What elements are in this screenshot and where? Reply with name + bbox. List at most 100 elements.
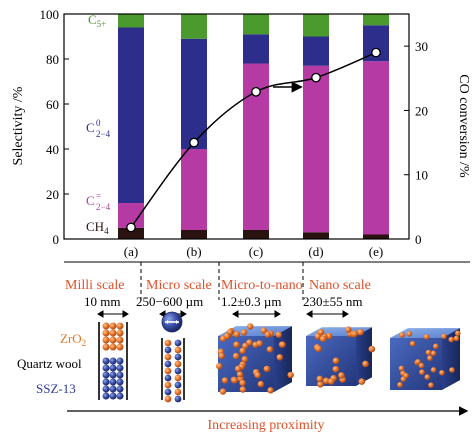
zro2-particle <box>397 382 403 388</box>
packed-particle <box>116 385 124 393</box>
scale-size-micro: 250−600 µm <box>136 294 203 309</box>
zro2-particle <box>351 330 358 338</box>
svg-text:0: 0 <box>96 118 101 128</box>
zro2-particle <box>317 328 325 336</box>
zro2-particle <box>316 375 324 383</box>
x-tick-label: (c) <box>249 244 263 259</box>
packed-particle <box>102 371 110 379</box>
bar-c5--3 <box>303 14 329 37</box>
packed-particle <box>102 378 110 386</box>
zro2-particle <box>256 340 263 347</box>
zro2-particle <box>315 345 322 353</box>
packed-particle <box>164 346 172 354</box>
packed-particle <box>164 374 172 382</box>
zro2-particle <box>425 349 432 356</box>
packed-particle <box>174 353 182 361</box>
series-label-c24-paraffin: C 0 2−4 <box>86 118 111 139</box>
packed-particle <box>164 367 172 375</box>
zro2-particle <box>264 331 271 338</box>
cube-dispersed <box>390 328 461 390</box>
zro2-particle <box>267 387 274 394</box>
packed-particle <box>174 374 182 382</box>
zro2-particle <box>240 329 248 336</box>
bar-ch4-1 <box>181 230 207 239</box>
y-axis-left: 0 20 40 60 80 100 <box>40 7 69 247</box>
packed-particle <box>174 360 182 368</box>
zro2-particle <box>279 341 286 348</box>
packed-particle <box>109 364 117 372</box>
zro2-particle <box>332 365 340 373</box>
packed-particle <box>109 357 117 365</box>
bar-ch4-3 <box>303 232 329 239</box>
packed-particle <box>102 392 110 400</box>
x-tick-label: (e) <box>369 244 383 259</box>
packed-particle <box>116 378 124 386</box>
plot-frame <box>63 13 410 240</box>
packed-particle <box>164 395 172 403</box>
co-conversion-point-4 <box>371 47 381 58</box>
zro2-particle <box>403 372 409 379</box>
x-tick-label: (b) <box>186 244 201 259</box>
packed-particle <box>109 329 117 337</box>
zro2-particle <box>327 378 335 385</box>
bar-c2-4-0-2 <box>243 34 269 64</box>
series-label-c5: C5+ <box>88 12 106 29</box>
packed-particle <box>174 381 182 389</box>
zro2-particle <box>242 342 249 350</box>
y-tick-label: 40 <box>46 142 59 157</box>
co-conversion-point-0 <box>126 222 136 233</box>
packed-particle <box>109 336 117 344</box>
legend-quartz-wool: Quartz wool <box>17 356 82 371</box>
bar-ch4-0 <box>118 227 144 239</box>
packed-particle <box>116 322 124 330</box>
packed-particle <box>116 336 124 344</box>
magnified-pellet <box>161 311 183 333</box>
svg-text:2−4: 2−4 <box>96 202 111 212</box>
zro2-particle <box>424 374 431 380</box>
zro2-particle <box>236 371 244 378</box>
zro2-particle <box>415 359 421 365</box>
co-conversion-line <box>126 47 381 233</box>
series-label-c24-olefin: C = 2−4 <box>86 191 111 212</box>
stacked-bar-chart: 0 20 40 60 80 100 0 10 20 30 (a) (b) (c) (d) (e) Sel… <box>11 7 471 259</box>
zro2-particle <box>423 334 430 340</box>
scale-section: Milli scale Micro scale Micro-to-nano Na… <box>17 261 470 433</box>
packed-particle <box>109 378 117 386</box>
svg-text:C: C <box>86 193 95 208</box>
zro2-particle <box>428 382 434 389</box>
packed-particle <box>164 339 172 347</box>
zro2-particle <box>433 343 439 350</box>
cube-nano <box>306 326 376 388</box>
scale-size-nano: 230±55 nm <box>303 294 363 309</box>
zro2-particle <box>338 372 345 379</box>
bar-c2-4--4 <box>363 61 389 235</box>
bar-c2-4-0-0 <box>118 27 144 203</box>
cube-micro-to-nano <box>216 323 294 395</box>
scale-title-micro-to-nano: Micro-to-nano <box>221 278 303 293</box>
legend-ssz-13: SSZ-13 <box>36 381 76 396</box>
packed-particle <box>174 395 182 403</box>
zro2-particle <box>362 360 369 368</box>
zro2-particle <box>430 367 437 373</box>
bar-ch4-2 <box>243 230 269 239</box>
packed-particle <box>174 346 182 354</box>
zro2-particle <box>418 362 425 369</box>
packed-particle <box>109 322 117 330</box>
bar-c2-4-0-1 <box>181 38 207 149</box>
zro2-particle <box>234 365 242 372</box>
zro2-particle <box>257 380 265 388</box>
packed-particle <box>102 357 110 365</box>
scale-size-milli: 10 mm <box>84 294 120 309</box>
zro2-particle <box>276 354 283 361</box>
zro2-particle <box>317 381 324 388</box>
zro2-particle <box>275 331 282 338</box>
bar-c5--0 <box>118 14 144 28</box>
x-axis: (a) (b) (c) (d) (e) <box>124 244 383 259</box>
zro2-particle <box>239 386 247 393</box>
x-tick-label: (a) <box>124 244 138 259</box>
bars-layer <box>118 14 389 239</box>
y2-tick-label: 10 <box>415 168 428 183</box>
y-tick-label: 80 <box>46 52 59 67</box>
zro2-particle <box>239 347 246 354</box>
